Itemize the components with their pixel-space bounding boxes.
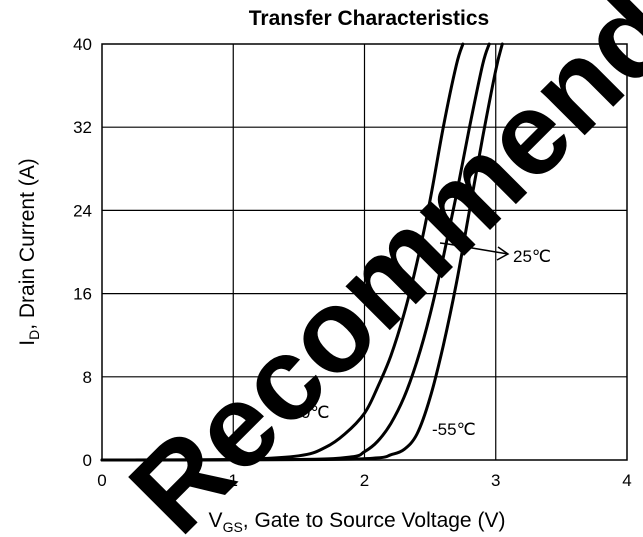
plot-frame <box>101 43 628 461</box>
y-axis-label-rest: , Drain Current (A) <box>16 158 39 330</box>
y-tick-label: 0 <box>83 451 92 470</box>
label-150c: 150℃ <box>282 403 329 422</box>
y-axis-label: ID, Drain Current (A) <box>16 158 42 346</box>
curve-150c <box>100 42 465 462</box>
curve-layer <box>100 42 504 462</box>
x-tick-label: 1 <box>229 471 238 490</box>
x-tick-label: 4 <box>622 471 631 490</box>
x-tick-label: 0 <box>97 471 106 490</box>
x-axis-label-sub: GS <box>223 519 243 535</box>
label-neg55c: -55℃ <box>432 420 476 439</box>
x-axis-label-rest: , Gate to Source Voltage (V) <box>243 509 506 532</box>
y-tick-label: 16 <box>73 285 92 304</box>
pointer-lead-25c <box>439 242 449 245</box>
grid-layer <box>102 44 627 460</box>
pointer-arrow-25c <box>447 243 509 255</box>
label-25c: 25℃ <box>513 247 551 266</box>
curve-neg55c <box>100 42 504 462</box>
x-tick-label: 3 <box>491 471 500 490</box>
y-tick-label: 24 <box>73 201 92 220</box>
y-tick-labels: 0 8 16 24 32 40 <box>73 35 92 470</box>
x-axis-label-main: V <box>209 509 223 532</box>
x-tick-labels: 0 1 2 3 4 <box>97 471 631 490</box>
watermark-text: Recommended <box>105 0 643 537</box>
y-tick-label: 40 <box>73 35 92 54</box>
y-tick-label: 32 <box>73 118 92 137</box>
x-tick-label: 2 <box>360 471 369 490</box>
x-axis-label: VGS, Gate to Source Voltage (V) <box>209 509 506 535</box>
y-axis-label-sub: D <box>26 330 42 340</box>
pointer-arrowhead-25c <box>496 246 510 261</box>
y-tick-label: 8 <box>83 368 92 387</box>
watermark: Recommended <box>105 0 643 537</box>
chart-title: Transfer Characteristics <box>249 7 489 30</box>
y-axis-label-main: I <box>16 340 39 346</box>
